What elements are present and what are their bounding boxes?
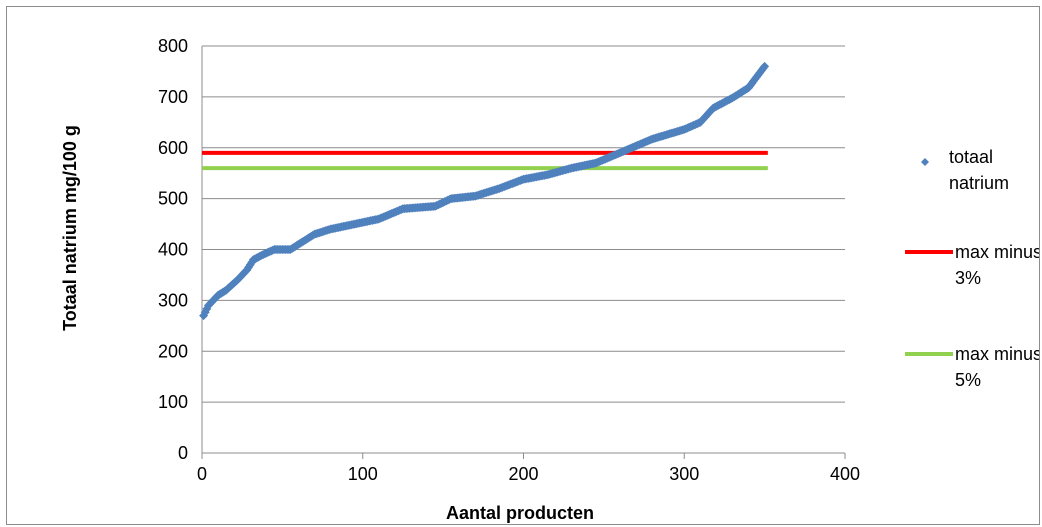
legend-max-minus-3-label: max minus xyxy=(955,242,1040,262)
legend-max-minus-5: max minus 5% xyxy=(905,344,1040,390)
x-tick-label: 400 xyxy=(830,464,860,484)
legend-totaal-natrium: totaal natrium xyxy=(921,147,1009,193)
x-tick-label: 100 xyxy=(348,464,378,484)
legend-max-minus-3: max minus 3% xyxy=(905,242,1040,288)
chart: 0 100 200 300 400 500 600 700 800 0 100 200 300 400 T… xyxy=(60,36,1040,523)
x-axis-title: Aantal producten xyxy=(446,503,594,523)
legend-max-minus-5-label: max minus xyxy=(955,344,1040,364)
scatter-point xyxy=(760,61,770,71)
chart-frame: 0 100 200 300 400 500 600 700 800 0 100 200 300 400 T… xyxy=(6,6,1040,525)
legend-totaal-natrium-symbol xyxy=(921,158,929,166)
x-tick-label: 0 xyxy=(197,464,207,484)
plot-area xyxy=(199,61,770,321)
y-tick-label: 600 xyxy=(158,138,188,158)
y-tick-label: 300 xyxy=(158,290,188,310)
y-tick-label: 400 xyxy=(158,240,188,260)
legend: totaal natrium max minus 3% max minus 5% xyxy=(905,147,1040,390)
legend-max-minus-5-label: 5% xyxy=(955,370,981,390)
y-tick-label: 700 xyxy=(158,87,188,107)
x-tick-label: 300 xyxy=(669,464,699,484)
y-axis-title: Totaal natrium mg/100 g xyxy=(60,125,80,331)
x-tick-label: 200 xyxy=(508,464,538,484)
y-tick-label: 100 xyxy=(158,392,188,412)
series-totaal-natrium xyxy=(199,61,770,321)
legend-max-minus-3-label: 3% xyxy=(955,268,981,288)
legend-totaal-natrium-label: totaal xyxy=(949,147,993,167)
y-tick-label: 200 xyxy=(158,341,188,361)
tick-labels: 0 100 200 300 400 500 600 700 800 0 100 200 300 400 xyxy=(158,36,860,484)
y-tick-label: 0 xyxy=(178,443,188,463)
legend-totaal-natrium-label: natrium xyxy=(949,173,1009,193)
y-tick-label: 800 xyxy=(158,36,188,56)
y-tick-label: 500 xyxy=(158,189,188,209)
gridlines xyxy=(201,45,846,459)
